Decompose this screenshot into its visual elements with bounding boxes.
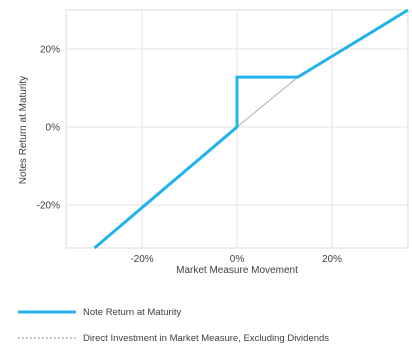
x-tick-label: 20% [322, 254, 342, 265]
y-tick-label: -20% [37, 201, 60, 212]
y-tick-label: 20% [40, 45, 60, 56]
y-axis-ticks: 20% 0% -20% [37, 45, 60, 212]
legend: Note Return at Maturity Direct Investmen… [18, 307, 329, 344]
y-tick-label: 0% [46, 123, 61, 134]
series-line-note-return [93, 8, 409, 250]
legend-label-direct-investment: Direct Investment in Market Measure, Exc… [83, 333, 329, 344]
x-tick-label: -20% [130, 254, 153, 265]
series-layer [93, 8, 409, 250]
x-axis-ticks: -20% 0% 20% [130, 254, 342, 265]
series-line-direct-investment [236, 76, 299, 128]
y-axis-label: Notes Return at Maturity [18, 76, 29, 184]
legend-label-note-return: Note Return at Maturity [83, 307, 181, 318]
x-axis-label: Market Measure Movement [176, 265, 298, 276]
x-tick-label: 0% [230, 254, 245, 265]
